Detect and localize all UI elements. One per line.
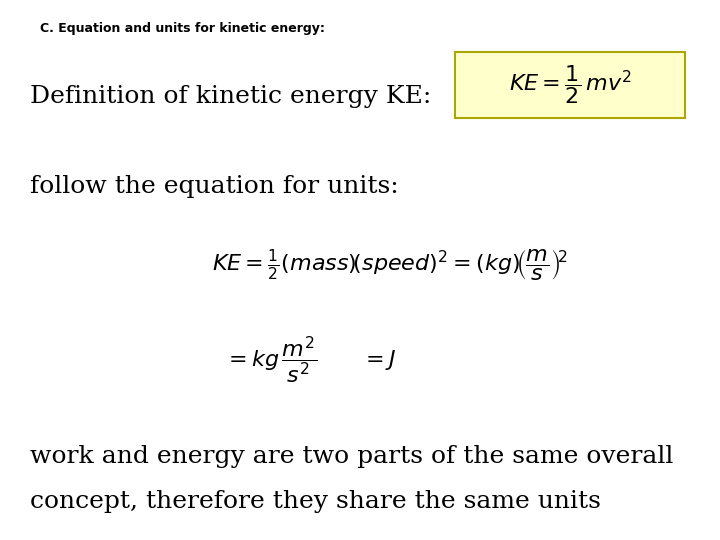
- Text: Definition of kinetic energy KE:: Definition of kinetic energy KE:: [30, 85, 431, 108]
- Text: $KE = \dfrac{1}{2}\,mv^2$: $KE = \dfrac{1}{2}\,mv^2$: [509, 64, 631, 106]
- Text: $= kg\,\dfrac{m^2}{s^2} \qquad = J$: $= kg\,\dfrac{m^2}{s^2} \qquad = J$: [224, 334, 396, 386]
- Bar: [455, 52, 685, 118]
- Text: $KE = \frac{1}{2}\left(mass\right)\!\left(speed\right)^2 = \left(kg\right)\!\lef: $KE = \frac{1}{2}\left(mass\right)\!\lef…: [212, 247, 568, 282]
- Text: concept, therefore they share the same units: concept, therefore they share the same u…: [30, 490, 601, 513]
- Text: follow the equation for units:: follow the equation for units:: [30, 175, 399, 198]
- Text: work and energy are two parts of the same overall: work and energy are two parts of the sam…: [30, 445, 673, 468]
- Text: C. Equation and units for kinetic energy:: C. Equation and units for kinetic energy…: [40, 22, 325, 35]
